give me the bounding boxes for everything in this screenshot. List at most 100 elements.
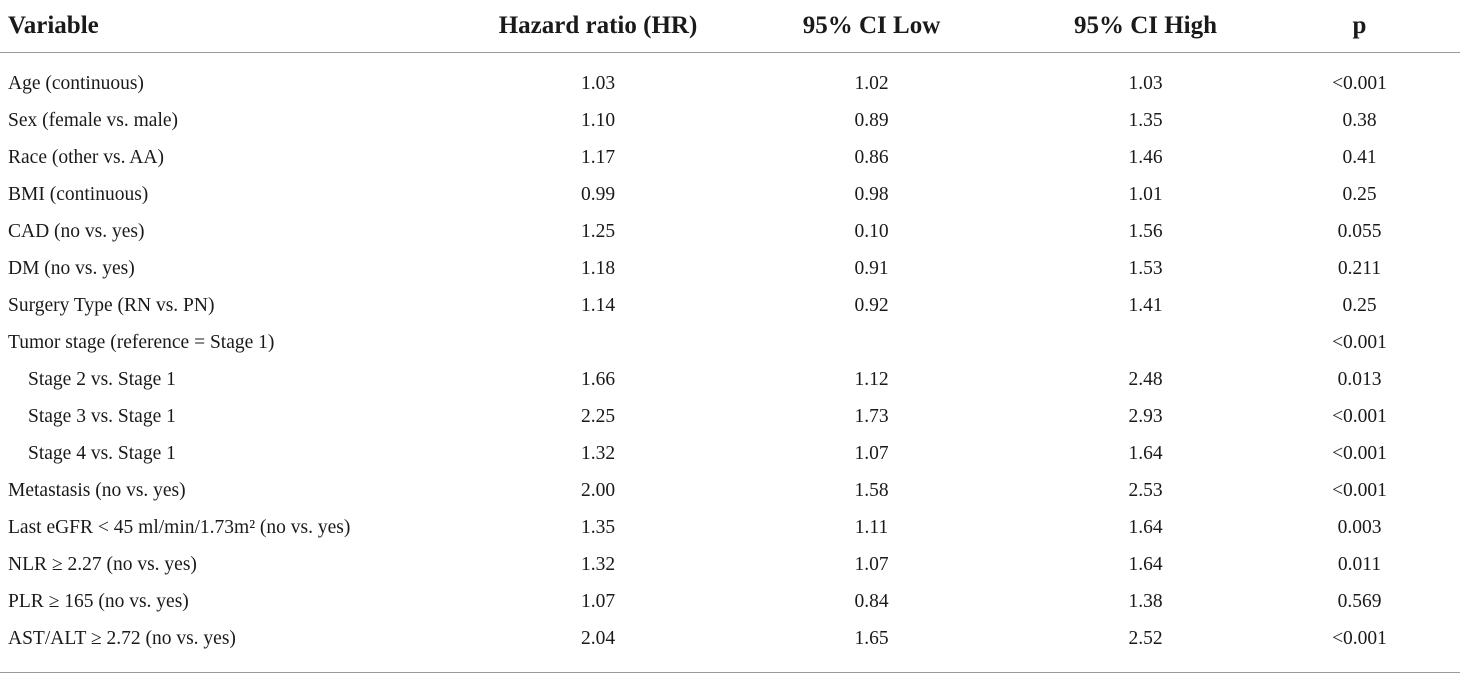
cell-p-value: 0.211: [1337, 257, 1382, 279]
cell-p-value: <0.001: [1332, 72, 1387, 94]
cell-variable: Sex (female vs. male): [8, 109, 179, 131]
cell-ci-low: 0.10: [854, 220, 889, 242]
cell-hazard-ratio: 1.07: [580, 590, 616, 612]
table-body: Age (continuous) 1.03 1.02 1.03 <0.001 Sex (f…: [0, 53, 1460, 658]
cell-p-value: 0.569: [1337, 590, 1382, 612]
cell-hazard-ratio: 1.32: [580, 442, 616, 464]
cell-p-value: 0.25: [1342, 183, 1377, 205]
cell-ci-low: 1.73: [854, 405, 889, 427]
cell-variable: AST/ALT ≥ 2.72 (no vs. yes): [8, 627, 236, 649]
cell-variable: NLR ≥ 2.27 (no vs. yes): [8, 553, 197, 575]
table-row: DM (no vs. yes) 1.18 0.91 1.53 0.211: [0, 250, 1460, 287]
cell-ci-high: 2.53: [1128, 479, 1163, 501]
table-row: Surgery Type (RN vs. PN) 1.14 0.92 1.41 0.25: [0, 287, 1460, 324]
table-row: BMI (continuous) 0.99 0.98 1.01 0.25: [0, 176, 1460, 213]
cell-p-value: 0.011: [1337, 553, 1382, 575]
cell-ci-low: 1.07: [854, 553, 889, 575]
cell-variable: Stage 2 vs. Stage 1: [28, 368, 176, 390]
header-ci-high: 95% CI High: [1032, 0, 1259, 53]
cell-hazard-ratio: 1.18: [580, 257, 616, 279]
cell-ci-high: 1.01: [1128, 183, 1163, 205]
header-variable: Variable: [0, 0, 485, 53]
cell-variable: Last eGFR < 45 ml/min/1.73m² (no vs. yes…: [8, 516, 351, 538]
cell-hazard-ratio: 1.17: [580, 146, 616, 168]
hazard-ratio-table: Variable Hazard ratio (HR) 95% CI Low 95…: [0, 0, 1460, 658]
cell-hazard-ratio: [485, 324, 711, 361]
cell-p-value: <0.001: [1332, 479, 1387, 501]
cell-hazard-ratio: 1.32: [580, 553, 616, 575]
cell-ci-low: 0.98: [854, 183, 889, 205]
header-p-value: p: [1259, 0, 1460, 53]
cell-hazard-ratio: 1.10: [580, 109, 616, 131]
table-header: Variable Hazard ratio (HR) 95% CI Low 95…: [0, 0, 1460, 53]
cell-hazard-ratio: 0.99: [580, 183, 616, 205]
cell-variable: Stage 3 vs. Stage 1: [28, 405, 176, 427]
table-row: Stage 4 vs. Stage 1 1.32 1.07 1.64 <0.001: [0, 435, 1460, 472]
table-row: Tumor stage (reference = Stage 1) <0.001: [0, 324, 1460, 361]
cell-ci-low: [711, 324, 1032, 361]
table-row: Stage 3 vs. Stage 1 2.25 1.73 2.93 <0.001: [0, 398, 1460, 435]
cell-ci-low: 1.12: [854, 368, 889, 390]
cell-variable: Metastasis (no vs. yes): [8, 479, 186, 501]
cell-hazard-ratio: 1.66: [580, 368, 616, 390]
cell-hazard-ratio: 1.35: [580, 516, 616, 538]
cell-ci-low: 0.89: [854, 109, 889, 131]
cell-ci-high: 1.64: [1128, 553, 1163, 575]
cell-ci-high: 1.56: [1128, 220, 1163, 242]
cell-ci-high: 1.46: [1128, 146, 1163, 168]
table-row: Metastasis (no vs. yes) 2.00 1.58 2.53 <0.00…: [0, 472, 1460, 509]
table-row: Stage 2 vs. Stage 1 1.66 1.12 2.48 0.013: [0, 361, 1460, 398]
cell-ci-low: 0.91: [854, 257, 889, 279]
cell-variable: Stage 4 vs. Stage 1: [28, 442, 176, 464]
cell-ci-low: 1.58: [854, 479, 889, 501]
cell-ci-low: 1.02: [854, 72, 889, 94]
cell-ci-low: 1.07: [854, 442, 889, 464]
cell-p-value: <0.001: [1332, 627, 1387, 649]
cell-ci-high: 1.03: [1128, 72, 1163, 94]
cell-hazard-ratio: 1.25: [580, 220, 616, 242]
table-row: Age (continuous) 1.03 1.02 1.03 <0.001: [0, 53, 1460, 103]
table-row: PLR ≥ 165 (no vs. yes) 1.07 0.84 1.38 0.569: [0, 583, 1460, 620]
cell-ci-high: 1.53: [1128, 257, 1163, 279]
cell-p-value: 0.003: [1337, 516, 1382, 538]
table-bottom-rule: [0, 672, 1460, 673]
cell-hazard-ratio: 1.03: [580, 72, 616, 94]
cell-ci-high: [1032, 324, 1259, 361]
table-row: Race (other vs. AA) 1.17 0.86 1.46 0.41: [0, 139, 1460, 176]
cell-variable: Surgery Type (RN vs. PN): [8, 294, 215, 316]
cell-ci-high: 2.48: [1128, 368, 1163, 390]
cell-variable: Age (continuous): [8, 72, 144, 94]
cell-variable: BMI (continuous): [8, 183, 149, 205]
cell-ci-high: 1.41: [1128, 294, 1163, 316]
table-row: CAD (no vs. yes) 1.25 0.10 1.56 0.055: [0, 213, 1460, 250]
cell-ci-low: 0.84: [854, 590, 889, 612]
cell-ci-high: 2.93: [1128, 405, 1163, 427]
cell-ci-low: 1.11: [854, 516, 889, 538]
cell-ci-high: 2.52: [1128, 627, 1163, 649]
header-row: Variable Hazard ratio (HR) 95% CI Low 95…: [0, 0, 1460, 53]
cell-p-value: 0.013: [1337, 368, 1382, 390]
cell-hazard-ratio: 2.04: [580, 627, 616, 649]
table-row: NLR ≥ 2.27 (no vs. yes) 1.32 1.07 1.64 0.011: [0, 546, 1460, 583]
cell-variable: PLR ≥ 165 (no vs. yes): [8, 590, 189, 612]
cell-ci-high: 1.64: [1128, 442, 1163, 464]
cell-p-value: 0.25: [1342, 294, 1377, 316]
cell-variable: CAD (no vs. yes): [8, 220, 145, 242]
cell-p-value: <0.001: [1332, 331, 1387, 353]
cell-p-value: 0.41: [1342, 146, 1377, 168]
cell-ci-high: 1.38: [1128, 590, 1163, 612]
cell-hazard-ratio: 2.00: [580, 479, 616, 501]
cell-p-value: <0.001: [1332, 405, 1387, 427]
header-ci-low: 95% CI Low: [711, 0, 1032, 53]
cell-hazard-ratio: 1.14: [580, 294, 616, 316]
header-hazard-ratio: Hazard ratio (HR): [485, 0, 711, 53]
table-row: Sex (female vs. male) 1.10 0.89 1.35 0.38: [0, 102, 1460, 139]
cell-p-value: 0.055: [1337, 220, 1382, 242]
cell-ci-low: 1.65: [854, 627, 889, 649]
cell-variable: Tumor stage (reference = Stage 1): [8, 331, 275, 353]
cell-ci-high: 1.64: [1128, 516, 1163, 538]
cell-variable: DM (no vs. yes): [8, 257, 135, 279]
table-row: Last eGFR < 45 ml/min/1.73m² (no vs. yes…: [0, 509, 1460, 546]
cell-p-value: <0.001: [1332, 442, 1387, 464]
